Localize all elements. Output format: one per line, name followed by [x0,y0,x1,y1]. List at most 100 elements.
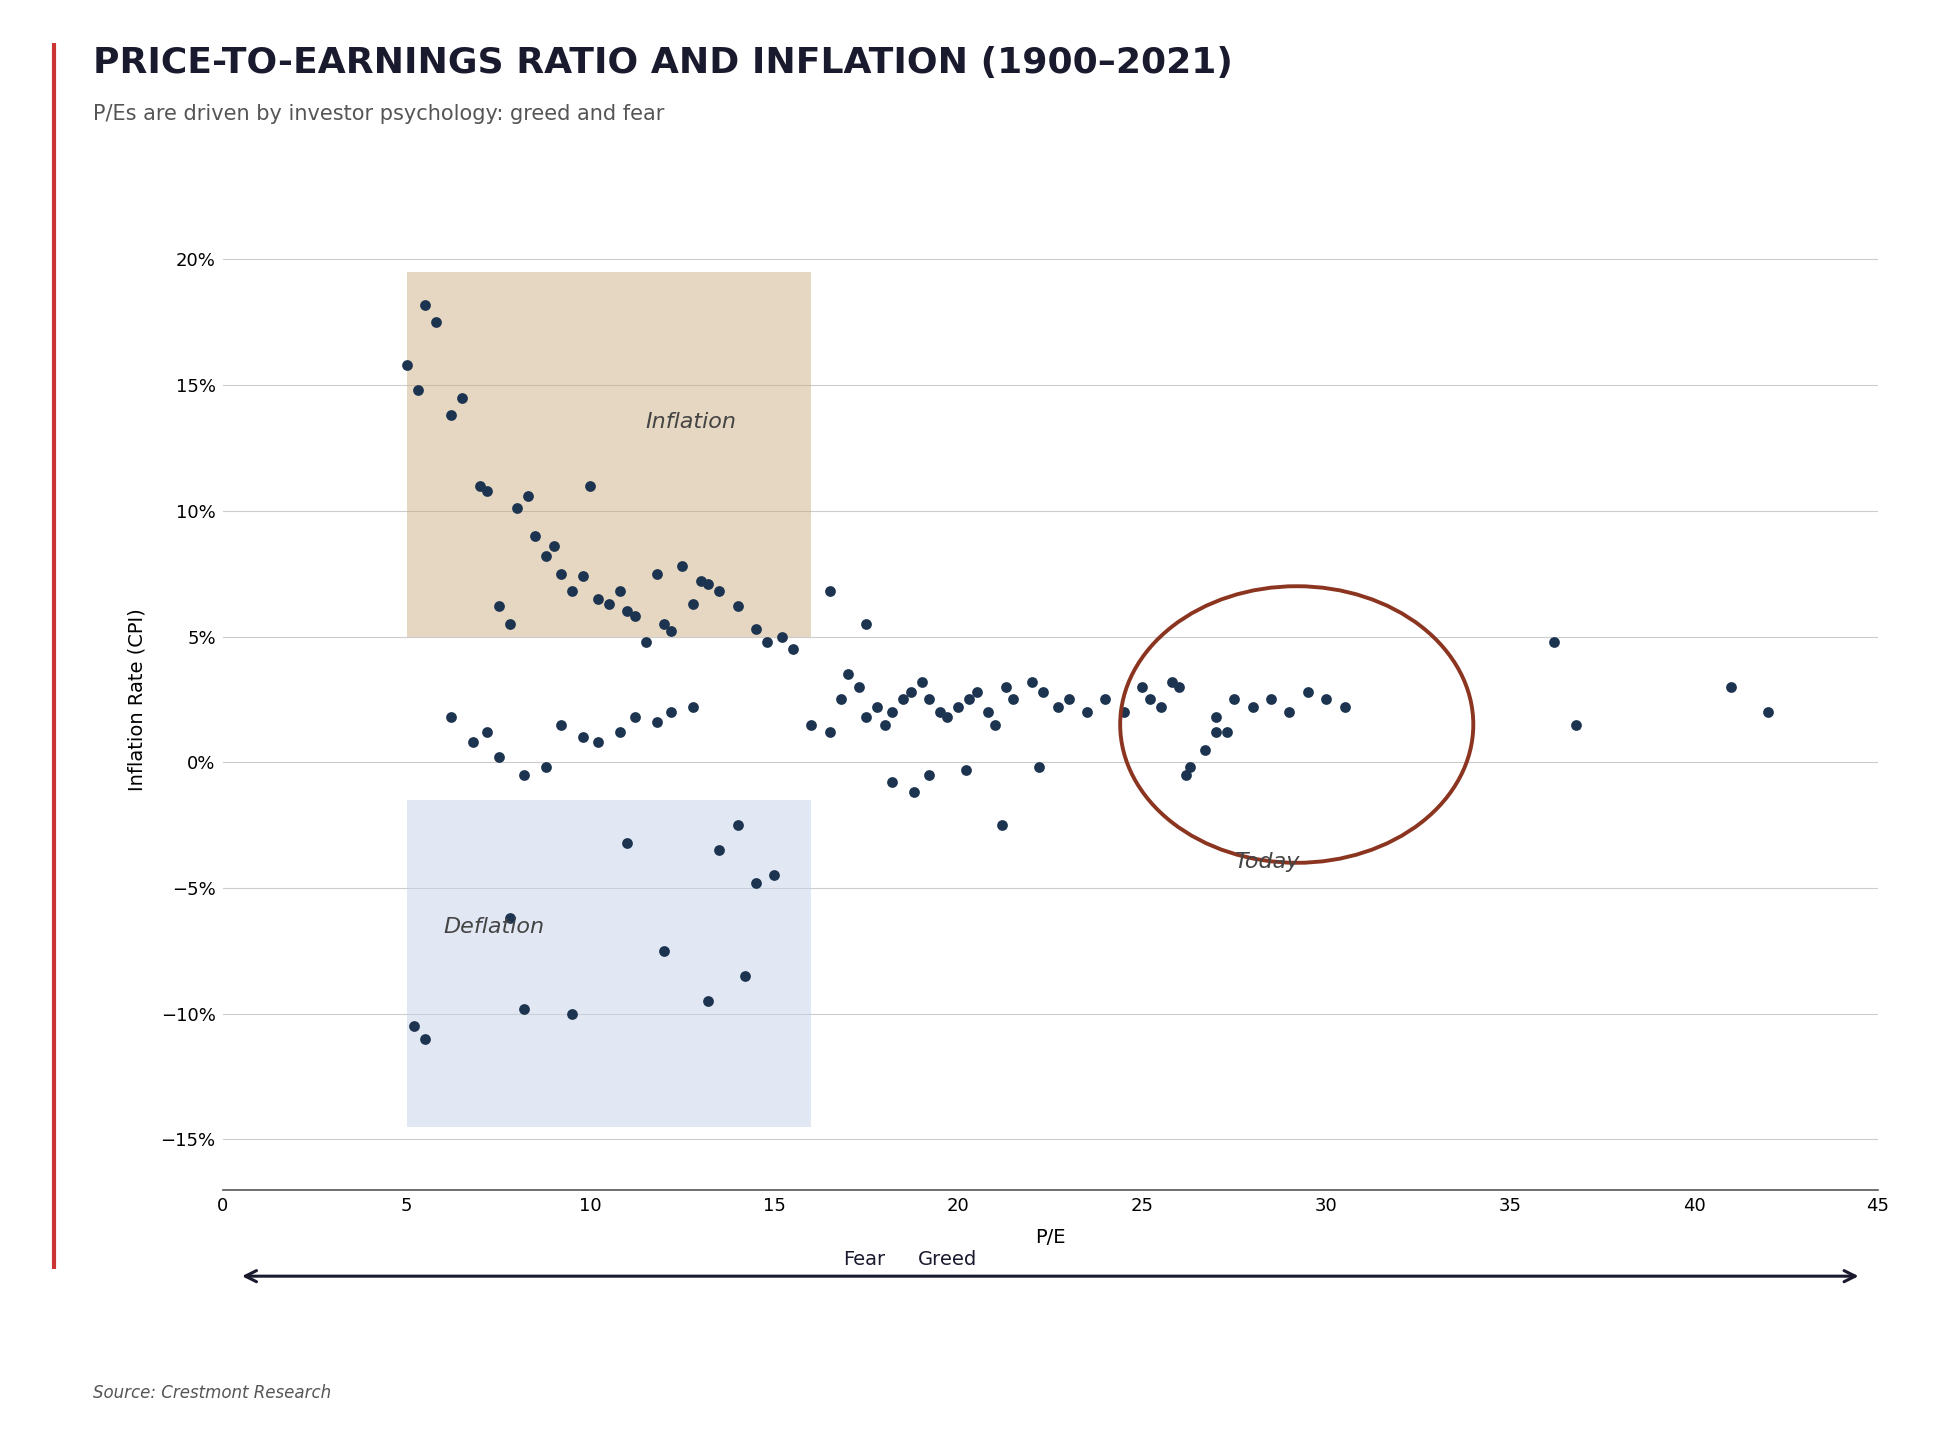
Point [391,353,422,376]
Point [1090,688,1121,711]
Point [1220,688,1251,711]
Point [887,688,920,711]
Point [740,871,771,894]
Point [530,545,561,568]
Text: PRICE-TO-EARNINGS RATIO AND INFLATION (1900–2021): PRICE-TO-EARNINGS RATIO AND INFLATION (1… [93,46,1233,81]
Point [1274,701,1305,724]
Point [906,671,937,694]
Point [1107,701,1138,724]
Point [1024,756,1055,779]
Point [1164,675,1195,698]
Point [877,771,908,795]
Point [558,580,589,603]
Point [612,600,643,623]
Point [1134,688,1165,711]
Point [862,695,892,718]
Point [931,705,962,728]
Point [436,705,467,728]
Point [693,989,724,1012]
Point [484,594,515,617]
Point [705,580,736,603]
Point [583,587,614,610]
Point [620,604,650,627]
Point [914,688,945,711]
Text: Fear: Fear [842,1250,885,1269]
Point [519,525,550,548]
Point [844,675,875,698]
Point [410,1027,441,1050]
Point [1053,688,1084,711]
Point [484,746,515,769]
Point [1073,701,1104,724]
Point [740,617,771,640]
Point [420,310,451,333]
Point [546,712,577,735]
Point [796,712,827,735]
Point [759,864,790,887]
Point [592,593,623,616]
Bar [407,273,811,636]
Point [457,731,488,754]
Text: Inflation: Inflation [645,412,738,431]
Point [472,721,503,744]
Point [1189,738,1220,761]
Text: Greed: Greed [918,1250,978,1269]
Text: Deflation: Deflation [443,917,544,937]
Point [649,939,680,962]
Point [538,535,569,558]
Point [980,712,1011,735]
Point [972,701,1003,724]
Point [1200,721,1231,744]
Point [825,688,856,711]
Point [852,613,883,636]
Point [1539,630,1570,653]
Point [1156,671,1187,694]
Point [641,562,672,585]
Point [1028,681,1059,704]
Point [877,701,908,724]
Point [693,572,724,596]
Point [604,580,635,603]
Point [705,839,736,862]
Point [501,496,532,519]
Point [403,379,434,402]
Point [1127,675,1158,698]
Point [894,681,925,704]
Point [513,485,544,508]
Point [1752,701,1783,724]
Point [494,907,525,930]
Point [730,965,761,988]
Point [604,721,635,744]
Point [1293,681,1324,704]
Point [612,831,643,854]
Point [776,637,809,660]
Point [943,695,974,718]
Point [1016,671,1047,694]
Point [951,758,982,782]
Point [815,721,846,744]
Bar [407,800,811,1126]
Point [1256,688,1287,711]
Point [678,593,709,616]
Point [852,705,883,728]
Point [685,570,716,593]
Point [666,555,699,578]
X-axis label: P/E: P/E [1036,1229,1065,1247]
Point [1042,695,1073,718]
Point [999,688,1030,711]
Point [722,813,753,836]
Point [1237,695,1268,718]
Point [1715,675,1746,698]
Point [1200,705,1231,728]
Point [832,663,863,686]
Point [1212,721,1243,744]
Point [1171,763,1202,786]
Point [914,763,945,786]
Point [436,404,467,427]
Point [509,996,540,1019]
Point [987,813,1018,836]
Point [472,479,503,502]
Point [567,725,598,748]
Point [567,565,598,588]
Point [991,675,1022,698]
